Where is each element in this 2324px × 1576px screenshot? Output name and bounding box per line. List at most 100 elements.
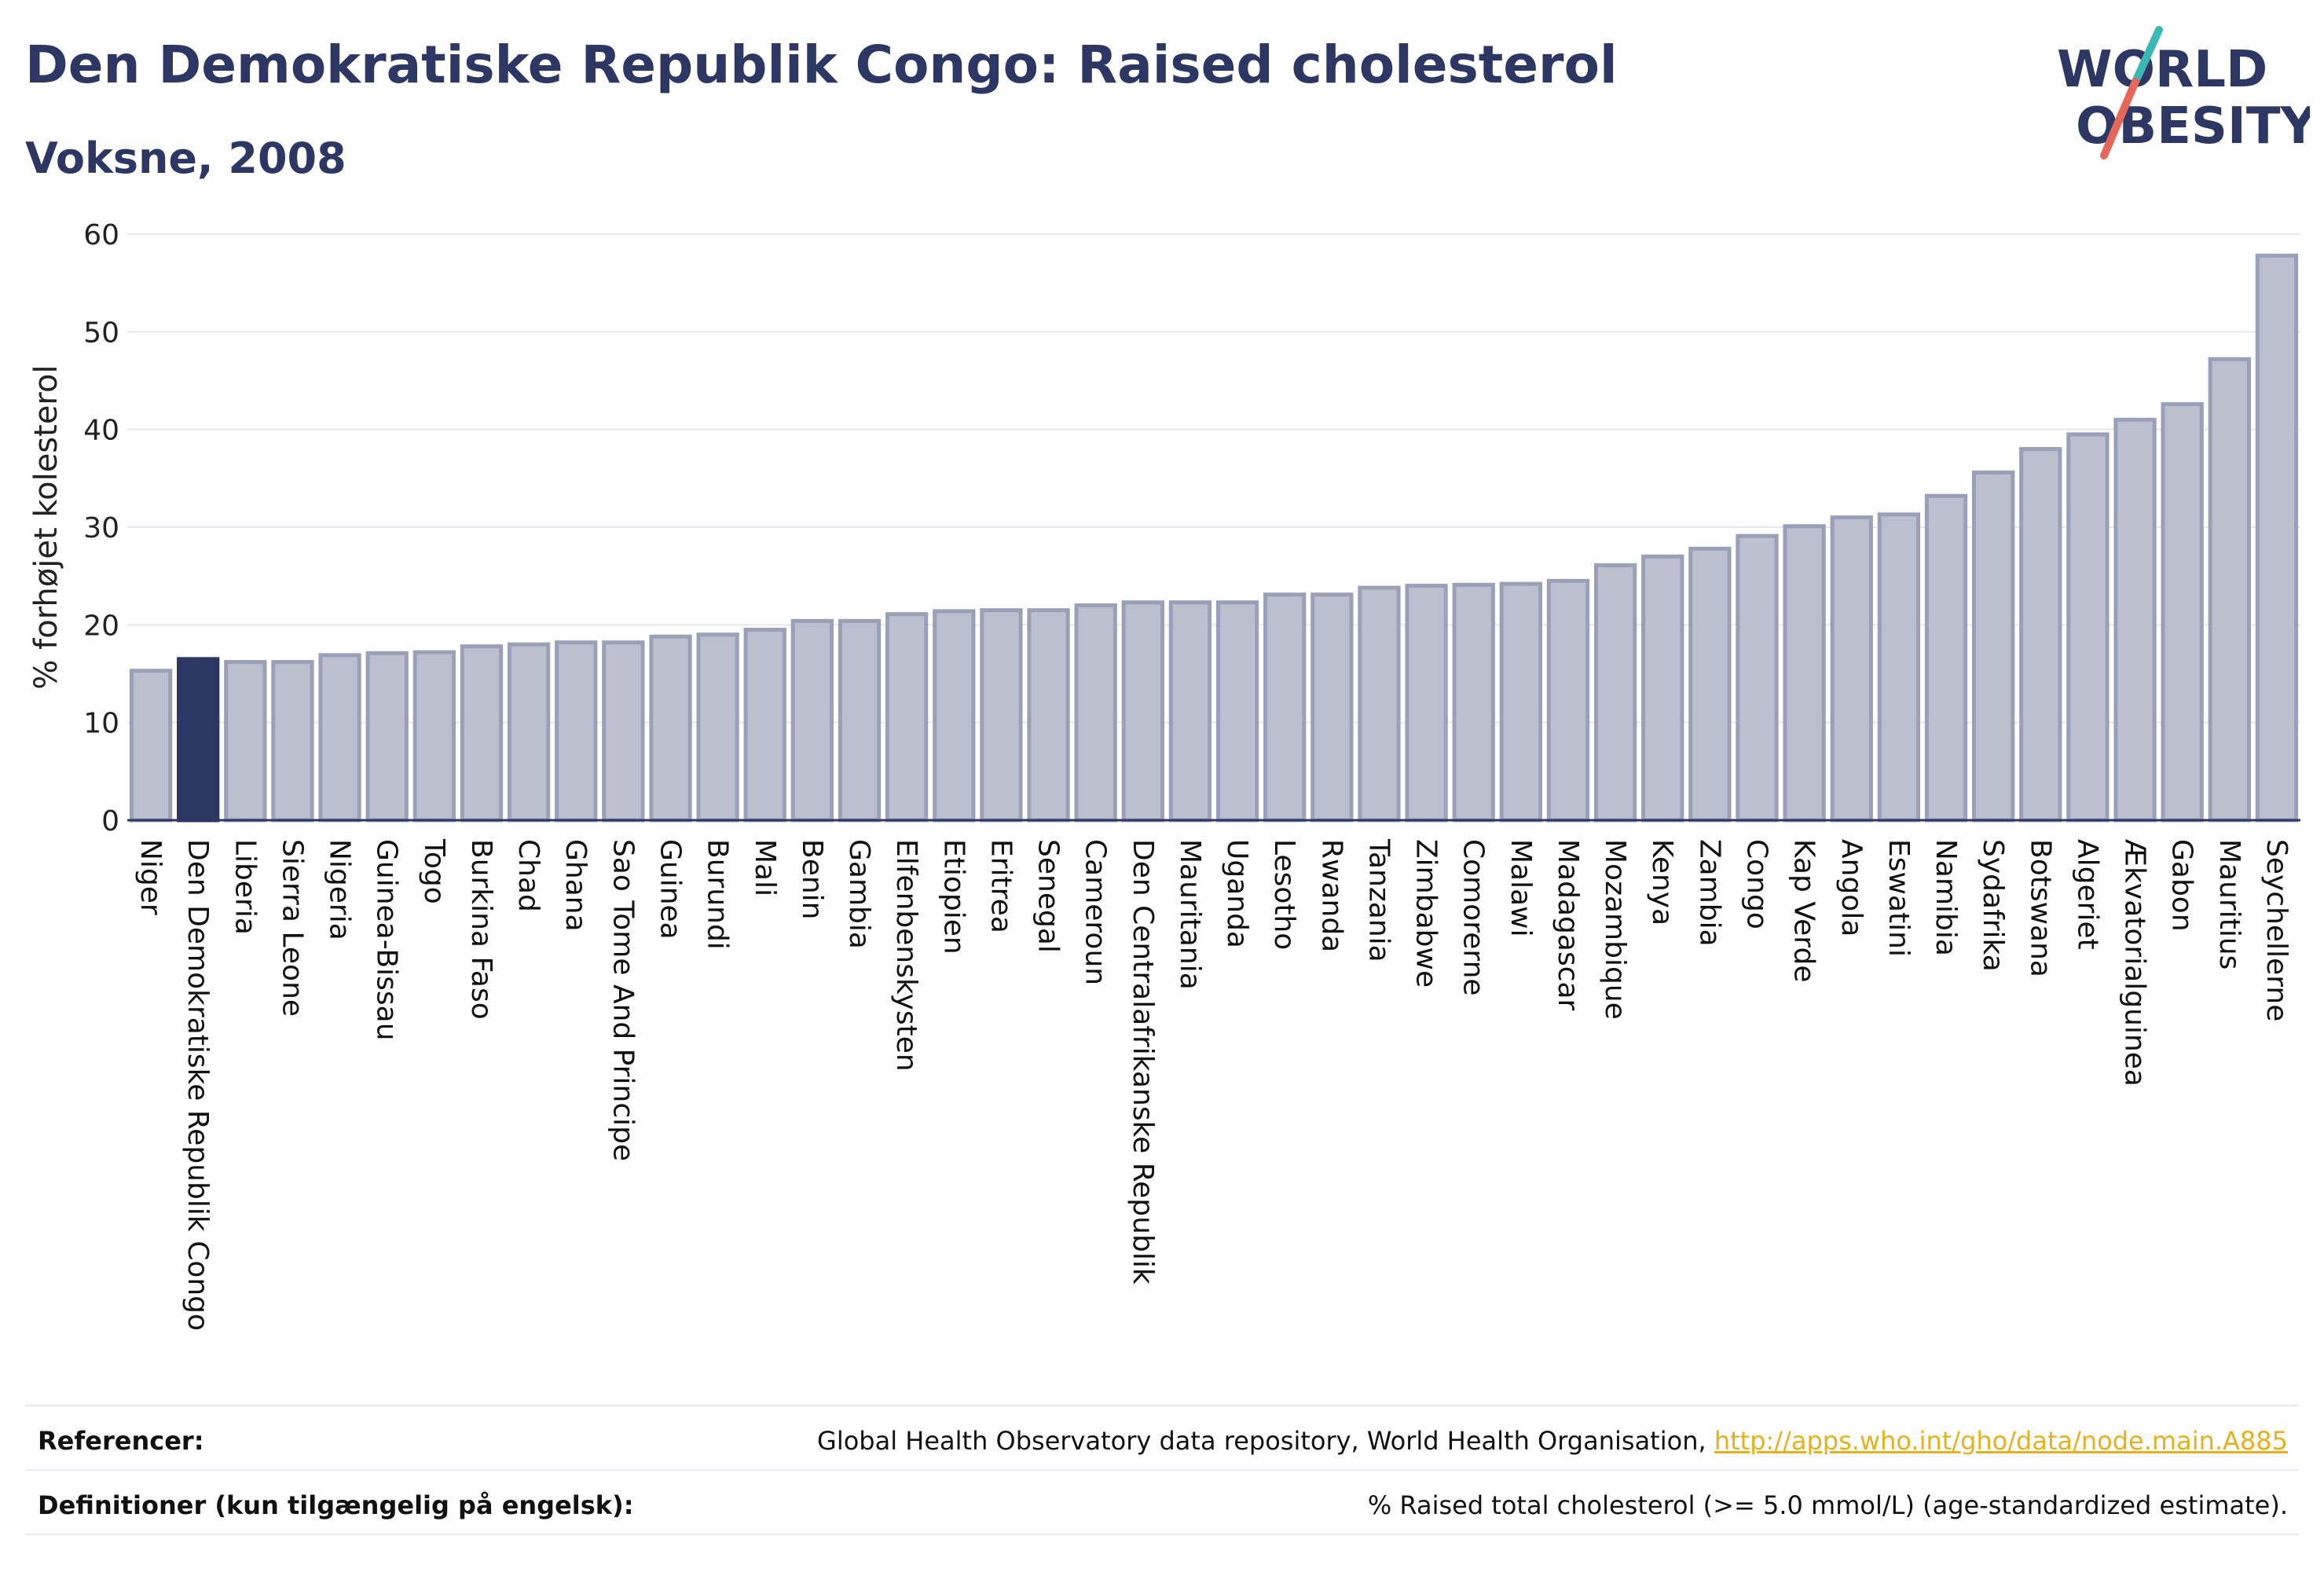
- x-tick-label: Liberia: [229, 839, 261, 935]
- x-tick-label: Namibia: [1930, 839, 1962, 956]
- bar: [696, 632, 739, 823]
- x-tick-label: Congo: [1741, 839, 1773, 929]
- bar: [2113, 417, 2157, 823]
- x-tick-label: Zambia: [1693, 839, 1725, 947]
- x-tick-label: Gabon: [2166, 839, 2198, 932]
- footer-divider: [25, 1469, 2299, 1471]
- references-text: Global Health Observatory data repositor…: [817, 1426, 2288, 1456]
- x-tick-label: Nigeria: [324, 839, 356, 940]
- x-tick-label: Elfenbenskysten: [890, 839, 922, 1072]
- bar: [790, 618, 834, 823]
- bar: [1971, 470, 2015, 823]
- y-tick-label: 30: [83, 512, 119, 544]
- footer-divider: [25, 1534, 2299, 1535]
- x-tick-label: Guinea: [654, 839, 687, 940]
- bar: [507, 642, 551, 823]
- bar: [1783, 524, 1826, 823]
- bar: [2208, 357, 2251, 823]
- references-label: Referencer:: [38, 1426, 204, 1456]
- bar: [1593, 563, 1637, 823]
- x-tick-label: Kap Verde: [1788, 839, 1820, 982]
- y-tick-label: 20: [83, 610, 119, 642]
- x-tick-label: Eswatini: [1882, 839, 1915, 957]
- x-tick-label: Den Centralafrikanske Republik: [1127, 839, 1159, 1285]
- bar: [1452, 582, 1495, 823]
- x-tick-label: Lesotho: [1268, 839, 1300, 950]
- bar: [602, 640, 645, 823]
- references-source: Global Health Observatory data repositor…: [817, 1426, 1714, 1456]
- bar: [838, 618, 882, 823]
- bar: [271, 660, 314, 823]
- x-tick-label: Kenya: [1646, 839, 1678, 925]
- y-tick-label: 0: [101, 805, 119, 837]
- bar: [1027, 608, 1070, 823]
- x-tick-label: Sao Tome And Principe: [607, 839, 639, 1161]
- bar: [2255, 253, 2299, 823]
- bar: [1310, 592, 1354, 823]
- bar: [224, 660, 267, 823]
- x-tick-label: Madagascar: [1552, 839, 1584, 1011]
- x-tick-label: Etiopien: [937, 839, 970, 955]
- bar-chart: 0 10 20 30 40 50 60 % forhøjet kolesterol Niger D…: [28, 219, 2300, 1331]
- bar: [1121, 600, 1164, 823]
- y-tick-label: 60: [83, 219, 119, 251]
- definitions-text: % Raised total cholesterol (>= 5.0 mmol/…: [1367, 1490, 2288, 1520]
- logo-slash-teal-icon: [2132, 26, 2163, 86]
- bar: [1924, 493, 1968, 823]
- x-tick-label: Malawi: [1505, 839, 1537, 937]
- bar: [1215, 600, 1259, 823]
- bar: [129, 669, 173, 823]
- x-tick-label: Guinea-Bissau: [371, 839, 403, 1041]
- references-link[interactable]: http://apps.who.int/gho/data/node.main.A…: [1714, 1426, 2288, 1456]
- definitions-label: Definitioner (kun tilgængelig på engelsk…: [38, 1490, 634, 1520]
- bar: [649, 634, 692, 823]
- x-tick-label: Algeriet: [2071, 839, 2103, 950]
- world-obesity-logo: WORLD OBESITY: [2057, 26, 2310, 159]
- logo-slash-red-icon: [2100, 78, 2139, 159]
- y-tick-label: 10: [83, 708, 119, 740]
- bar: [1877, 512, 1921, 823]
- bar: [1641, 554, 1684, 823]
- bar: [1499, 581, 1543, 823]
- logo-line1: WORLD: [2057, 41, 2267, 99]
- x-tick-label: Chad: [512, 839, 544, 912]
- y-tick-label: 40: [83, 415, 119, 447]
- x-tick-label: Mali: [749, 839, 781, 896]
- x-tick-label: Mauritania: [1174, 839, 1206, 990]
- bar: [743, 628, 786, 823]
- x-tick-label: Angola: [1835, 839, 1868, 936]
- bar: [2019, 447, 2062, 823]
- y-axis-label: % forhøjet kolesterol: [28, 365, 64, 689]
- bar: [555, 640, 598, 823]
- x-tick-label: Sierra Leone: [276, 839, 308, 1017]
- x-tick-label: Den Demokratiske Republik Congo: [181, 839, 214, 1331]
- x-tick-label: Benin: [796, 839, 828, 919]
- x-tick-label: Sydafrika: [1977, 839, 2009, 972]
- y-tick-label: 50: [83, 317, 119, 349]
- bar: [2161, 401, 2204, 823]
- bar: [1546, 578, 1590, 823]
- x-tick-label: Botswana: [2024, 839, 2056, 977]
- x-tick-label: Ghana: [559, 839, 592, 932]
- bar: [1263, 592, 1307, 823]
- bar: [1168, 600, 1212, 823]
- bar: [1736, 533, 1779, 823]
- x-tick-label: Rwanda: [1315, 839, 1347, 952]
- x-tick-label: Ækvatorialguinea: [2119, 839, 2151, 1087]
- bar: [1358, 585, 1401, 823]
- bar: [1688, 546, 1732, 823]
- footer-divider: [25, 1405, 2299, 1406]
- bar: [460, 644, 504, 823]
- x-tick-label: Cameroun: [1080, 839, 1112, 985]
- x-tick-label: Senegal: [1032, 839, 1065, 953]
- bar: [1074, 603, 1117, 823]
- x-tick-label: Zimbabwe: [1410, 839, 1442, 988]
- x-tick-label: Burkina Faso: [465, 839, 497, 1020]
- x-tick-label: Mozambique: [1599, 839, 1631, 1020]
- x-tick-label: Eritrea: [984, 839, 1017, 933]
- page-title: Den Demokratiske Republik Congo: Raised …: [25, 35, 1618, 95]
- page-subtitle: Voksne, 2008: [25, 134, 346, 183]
- x-tick-label: Togo: [418, 838, 450, 904]
- x-tick-label: Tanzania: [1362, 838, 1395, 962]
- bar: [1830, 515, 1873, 823]
